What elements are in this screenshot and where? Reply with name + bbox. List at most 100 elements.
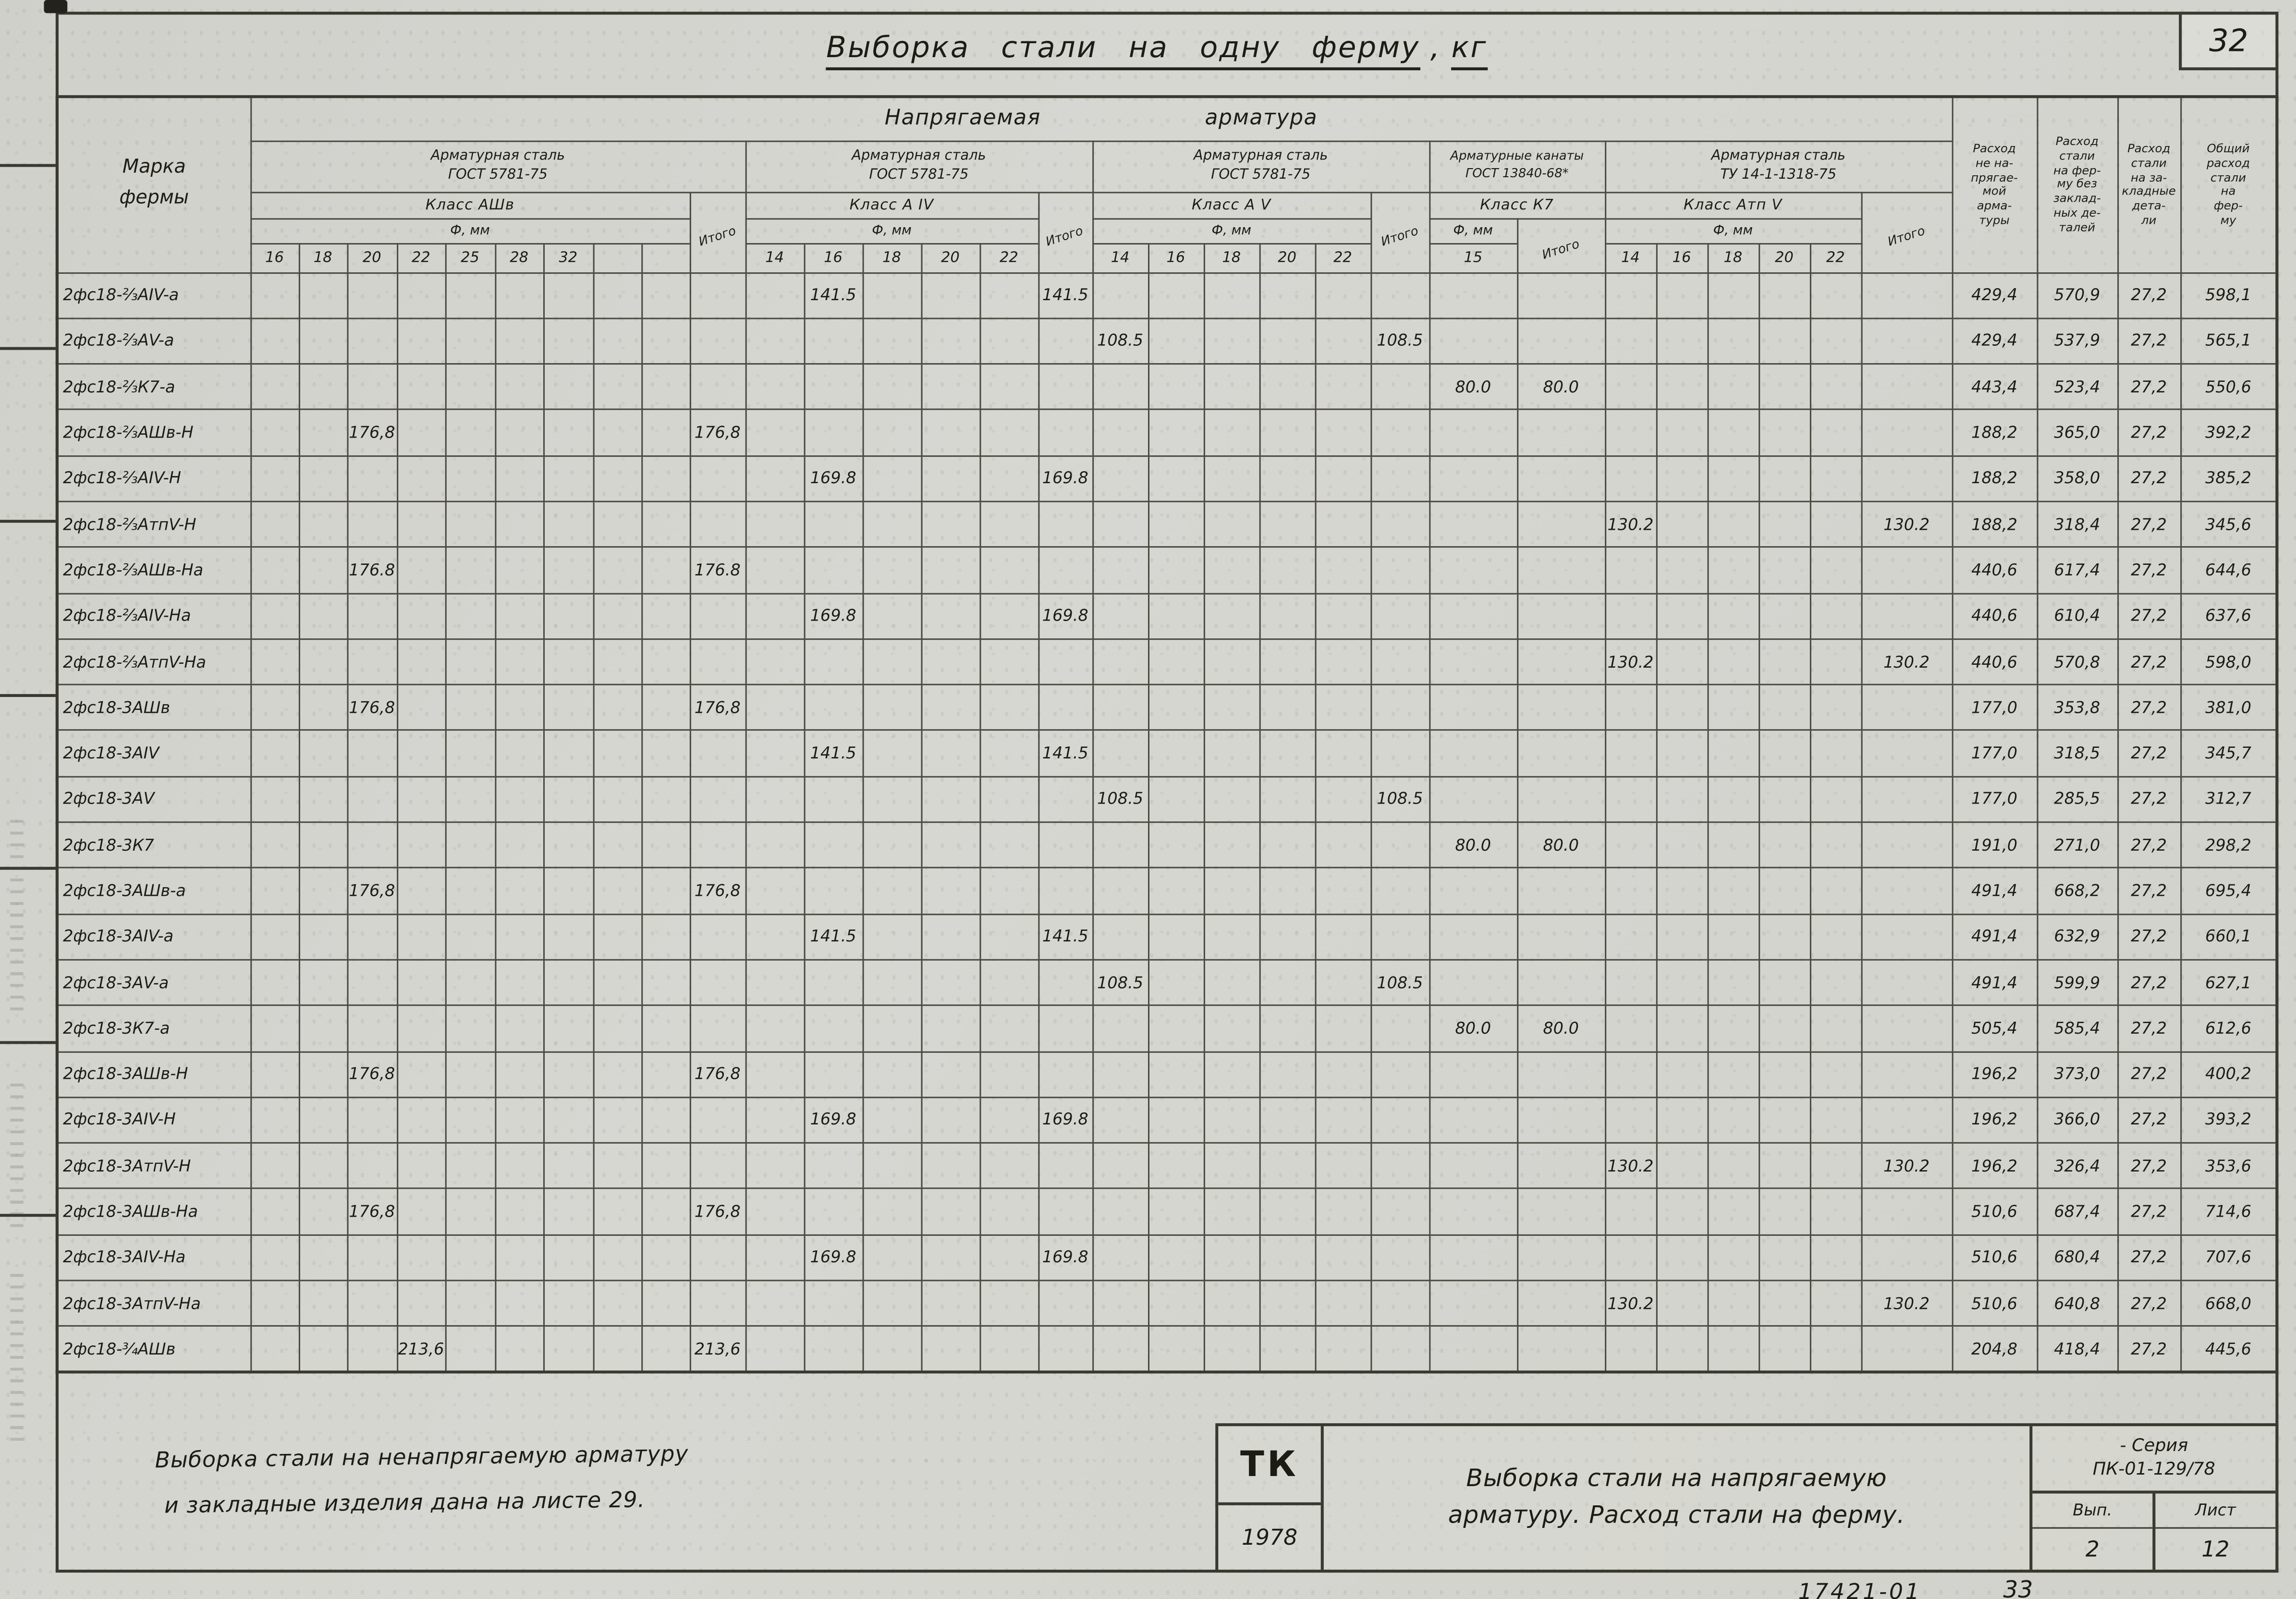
steel-weight-cell [298, 821, 348, 869]
group-header-tu-atp5: Арматурная сталь ТУ 14-1-1318-75 [1604, 140, 1953, 193]
header-row-phi: Ф, мм Ф, мм Ф, мм Ф, мм Итого Ф, мм [57, 217, 2277, 273]
handwritten-number: 33 [2003, 1575, 2033, 1599]
steel-weight-cell [494, 1234, 544, 1282]
sheet-number: 32 [2209, 23, 2248, 59]
steel-weight-cell [745, 684, 805, 732]
steel-weight-cell [1203, 592, 1260, 640]
truss-row: 2фс18-3К7-а 80.0 80.0 505,4 585,4 27,2 612,6 [56, 1004, 2278, 1052]
steel-weight-cell [1809, 317, 1862, 365]
steel-weight-cell [862, 730, 922, 778]
steel-weight-cell [1604, 1096, 1657, 1144]
steel-weight-cell [1809, 959, 1862, 1007]
consumption-value-cell: 345,7 [2179, 730, 2278, 778]
steel-weight-cell [1706, 638, 1759, 686]
truss-row: 2фс18-¾АШв 213,6 213,6 204,8 418,4 27,2 445,6 [56, 1325, 2278, 1373]
steel-weight-cell [542, 500, 594, 548]
steel-weight-cell [494, 867, 544, 915]
truss-mark-cell: 2фс18-⅔АIV-а [56, 271, 251, 319]
steel-weight-cell [862, 317, 922, 365]
steel-weight-cell [346, 317, 398, 365]
steel-weight-cell [745, 271, 805, 319]
group-total-cell: 169.8 [1037, 592, 1093, 640]
steel-weight-cell [346, 1004, 398, 1052]
steel-weight-cell [444, 1142, 496, 1190]
steel-weight-cell [1706, 592, 1759, 640]
steel-weight-cell [1091, 546, 1149, 594]
consumption-value-cell: 177,0 [1951, 684, 2038, 732]
steel-weight-cell [592, 1280, 642, 1327]
truss-row: 2фс18-⅔АШв-Н 176,8 176,8 188,2 365,0 27,2 392,… [56, 409, 2278, 457]
group-title-line1: Арматурная сталь [430, 148, 565, 164]
steel-weight-cell [1147, 271, 1205, 319]
group-total-cell: 169.8 [1037, 1234, 1093, 1282]
steel-weight-cell: 176,8 [346, 1188, 398, 1236]
steel-weight-cell [1809, 271, 1862, 319]
steel-weight-cell [298, 684, 348, 732]
steel-weight-cell [862, 638, 922, 686]
steel-weight-cell [542, 455, 594, 502]
steel-weight-cell [1758, 271, 1811, 319]
steel-weight-cell [1428, 684, 1518, 732]
steel-weight-cell [1428, 1325, 1518, 1373]
steel-weight-cell [978, 317, 1039, 365]
steel-weight-cell [1758, 638, 1811, 686]
steel-weight-cell [978, 1234, 1039, 1282]
steel-weight-cell [745, 317, 805, 365]
group-total-cell [1037, 867, 1093, 915]
steel-weight-cell [249, 1096, 300, 1144]
steel-weight-cell [494, 684, 544, 732]
steel-weight-cell [920, 455, 980, 502]
steel-weight-cell [803, 500, 864, 548]
steel-weight-cell [444, 592, 496, 640]
group-total-cell [1860, 959, 1953, 1007]
steel-table-head: Марка фермы Напрягаемая арматура Расход н… [56, 96, 2278, 273]
consumption-value-cell: 196,2 [1951, 1142, 2038, 1190]
steel-weight-cell [1655, 1004, 1709, 1052]
group-title-line2: ТУ 14-1-1318-75 [1720, 166, 1837, 183]
steel-weight-cell [640, 913, 691, 961]
group-total-cell [1369, 1004, 1430, 1052]
truss-mark-cell: 2фс18-3К7-а [56, 1004, 251, 1052]
footnote: Выборка стали на ненапрягаемую арматуру … [155, 1432, 689, 1528]
itogo-label: Итого [1045, 224, 1086, 250]
steel-weight-cell [1428, 1142, 1518, 1190]
group-total-cell [1037, 959, 1093, 1007]
group-total-cell: 176,8 [689, 867, 746, 915]
steel-weight-cell [494, 821, 544, 869]
steel-weight-cell [745, 363, 805, 411]
steel-weight-cell [249, 271, 300, 319]
steel-weight-cell [1091, 1325, 1149, 1373]
steel-weight-cell [542, 730, 594, 778]
steel-weight-cell [1203, 913, 1260, 961]
steel-weight-cell [1655, 821, 1709, 869]
steel-weight-cell [1314, 546, 1371, 594]
steel-weight-cell [592, 409, 642, 457]
steel-weight-cell [1758, 1188, 1811, 1236]
steel-weight-cell [346, 1142, 398, 1190]
steel-weight-cell [978, 455, 1039, 502]
steel-weight-cell [1604, 775, 1657, 823]
steel-weight-cell [1758, 775, 1811, 823]
steel-weight-cell [1091, 638, 1149, 686]
steel-weight-cell [1091, 913, 1149, 961]
diameter-header-cell: 14 [1604, 242, 1657, 273]
steel-weight-cell [640, 592, 691, 640]
truss-mark-cell: 2фс18-3АШв-Н [56, 1050, 251, 1098]
steel-weight-cell [1203, 1004, 1260, 1052]
margin-stamp-smudge [10, 820, 24, 1011]
steel-weight-cell [249, 363, 300, 411]
steel-weight-cell [1604, 1188, 1657, 1236]
steel-weight-cell [1147, 730, 1205, 778]
fold-tick [0, 520, 56, 523]
steel-weight-cell [1147, 638, 1205, 686]
steel-weight-cell [1809, 546, 1862, 594]
steel-weight-cell [1706, 1050, 1759, 1098]
steel-weight-cell [1314, 730, 1371, 778]
steel-weight-cell [249, 1325, 300, 1373]
steel-weight-cell [745, 1050, 805, 1098]
steel-weight-cell [494, 1004, 544, 1052]
consumption-value-cell: 632,9 [2036, 913, 2118, 961]
group-total-cell [1369, 455, 1430, 502]
steel-weight-cell [346, 959, 398, 1007]
steel-weight-cell [396, 363, 446, 411]
